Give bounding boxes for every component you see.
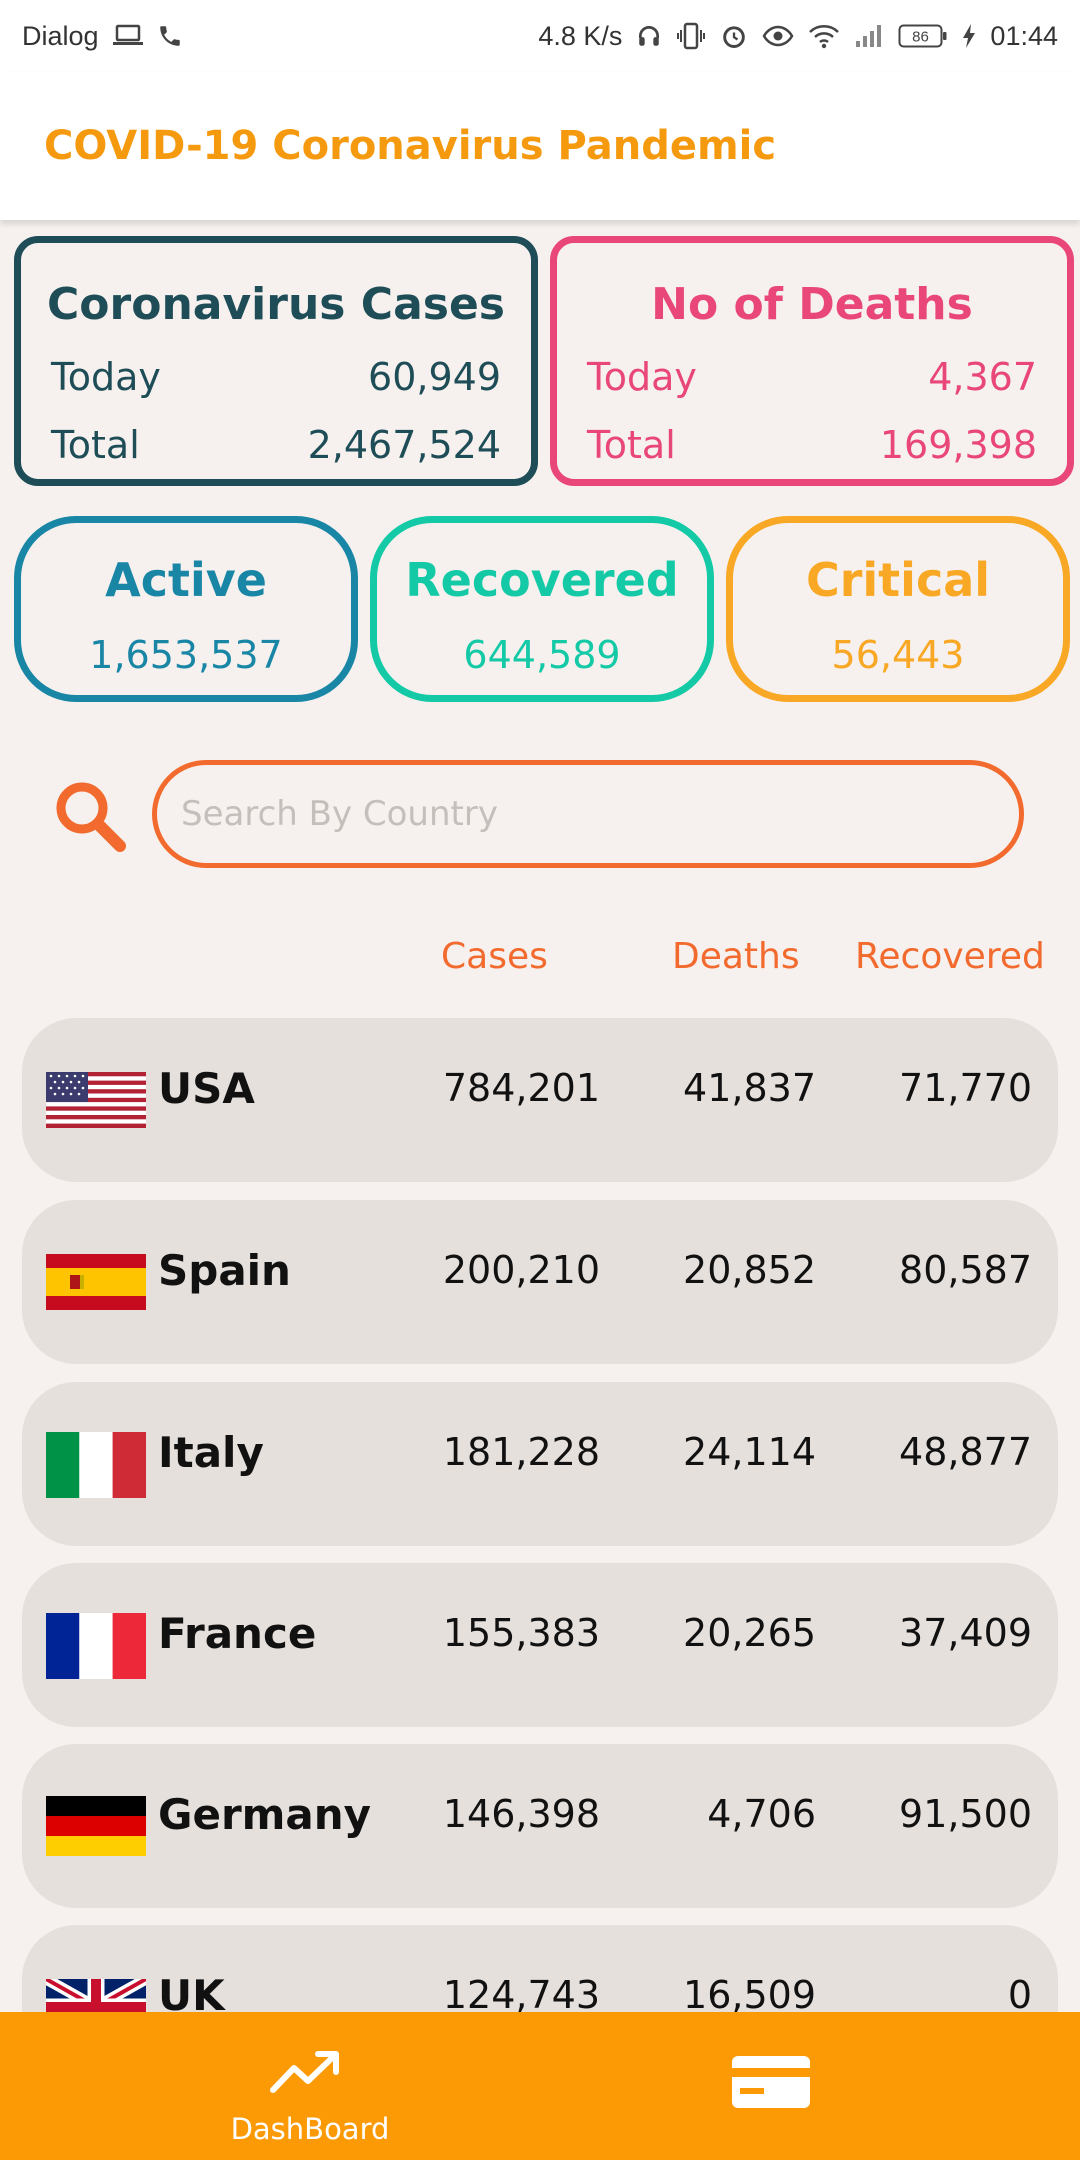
network-speed: 4.8 K/s: [538, 20, 623, 51]
active-label: Active: [105, 553, 267, 607]
deaths-total-label: Total: [587, 423, 676, 467]
country-name: Germany: [158, 1790, 372, 1839]
headphones-icon: [636, 23, 662, 49]
alarm-icon: [720, 22, 748, 50]
header-cases: Cases: [441, 936, 548, 977]
cases-value: 124,743: [442, 1973, 600, 2017]
status-right: 4.8 K/s 86 01:44: [538, 21, 1058, 52]
cases-value: 784,201: [442, 1066, 600, 1110]
country-name: USA: [158, 1064, 255, 1113]
credit-card-icon[interactable]: [726, 2042, 816, 2122]
cases-card-title: Coronavirus Cases: [47, 279, 505, 330]
status-left: Dialog: [22, 21, 183, 52]
search-icon[interactable]: [50, 776, 130, 856]
vibrate-icon: [676, 22, 706, 50]
recovered-label: Recovered: [405, 553, 679, 607]
deaths-total-value: 169,398: [879, 423, 1037, 467]
bottom-nav: DashBoard: [0, 2012, 1080, 2160]
recovered-value: 91,500: [899, 1792, 1032, 1836]
cases-value: 181,228: [442, 1430, 600, 1474]
deaths-today-row: Today 4,367: [587, 355, 1037, 399]
active-value: 1,653,537: [89, 633, 283, 677]
recovered-value: 80,587: [899, 1248, 1032, 1292]
deaths-today-label: Today: [587, 355, 697, 399]
battery-level: 86: [913, 29, 930, 46]
cases-value: 146,398: [442, 1792, 600, 1836]
table-row[interactable]: France 155,383 20,265 37,409: [22, 1563, 1058, 1727]
cases-total-label: Total: [51, 423, 140, 467]
status-bar: Dialog 4.8 K/s 86: [0, 0, 1080, 72]
app-bar: COVID-19 Coronavirus Pandemic: [0, 72, 1080, 220]
deaths-value: 16,509: [683, 1973, 816, 2017]
carrier-label: Dialog: [22, 20, 99, 51]
table-row[interactable]: Germany 146,398 4,706 91,500: [22, 1744, 1058, 1908]
germany-flag-icon: [46, 1796, 146, 1856]
cases-today-value: 60,949: [368, 355, 501, 399]
country-name: Spain: [158, 1246, 291, 1295]
table-row[interactable]: Spain 200,210 20,852 80,587: [22, 1200, 1058, 1364]
critical-card: Critical 56,443: [726, 516, 1070, 702]
deaths-value: 4,706: [707, 1792, 816, 1836]
recovered-value: 37,409: [899, 1611, 1032, 1655]
deaths-value: 24,114: [683, 1430, 816, 1474]
deaths-value: 41,837: [683, 1066, 816, 1110]
france-flag-icon: [46, 1613, 146, 1679]
critical-label: Critical: [805, 553, 991, 607]
deaths-total-row: Total 169,398: [587, 423, 1037, 467]
recovered-value: 0: [1007, 1973, 1032, 2017]
cases-card: Coronavirus Cases Today 60,949 Total 2,4…: [14, 236, 538, 486]
charging-icon: [962, 23, 976, 49]
laptop-icon: [112, 24, 143, 48]
deaths-value: 20,265: [683, 1611, 816, 1655]
deaths-card: No of Deaths Today 4,367 Total 169,398: [550, 236, 1074, 486]
country-name: France: [158, 1609, 317, 1658]
spain-flag-icon: [46, 1254, 146, 1310]
critical-value: 56,443: [831, 633, 965, 677]
clock: 01:44: [990, 20, 1058, 51]
deaths-card-title: No of Deaths: [651, 279, 973, 330]
nav-dashboard-label: DashBoard: [230, 2112, 390, 2146]
phone-icon: [157, 23, 183, 49]
italy-flag-icon: [46, 1432, 146, 1498]
cases-today-label: Today: [51, 355, 161, 399]
battery-icon: 86: [898, 22, 948, 50]
header-deaths: Deaths: [672, 936, 800, 977]
eye-icon: [762, 24, 794, 48]
cases-value: 200,210: [442, 1248, 600, 1292]
cases-value: 155,383: [442, 1611, 600, 1655]
recovered-value: 71,770: [899, 1066, 1032, 1110]
trending-up-icon: [270, 2048, 342, 2096]
app-title: COVID-19 Coronavirus Pandemic: [44, 123, 777, 169]
cases-total-row: Total 2,467,524: [51, 423, 501, 467]
country-name: Italy: [158, 1428, 264, 1477]
active-card: Active 1,653,537: [14, 516, 358, 702]
search-input[interactable]: [152, 760, 1024, 868]
recovered-card: Recovered 644,589: [370, 516, 714, 702]
nav-dashboard[interactable]: DashBoard: [200, 2012, 420, 2160]
deaths-value: 20,852: [683, 1248, 816, 1292]
country-name: UK: [158, 1971, 225, 2020]
cases-today-row: Today 60,949: [51, 355, 501, 399]
deaths-today-value: 4,367: [928, 355, 1037, 399]
recovered-value: 644,589: [463, 633, 621, 677]
table-row[interactable]: USA 784,201 41,837 71,770: [22, 1018, 1058, 1182]
usa-flag-icon: [46, 1072, 146, 1128]
cases-total-value: 2,467,524: [307, 423, 501, 467]
table-row[interactable]: Italy 181,228 24,114 48,877: [22, 1382, 1058, 1546]
header-recovered: Recovered: [855, 936, 1045, 977]
recovered-value: 48,877: [899, 1430, 1032, 1474]
wifi-icon: [808, 23, 840, 49]
signal-icon: [854, 23, 884, 49]
